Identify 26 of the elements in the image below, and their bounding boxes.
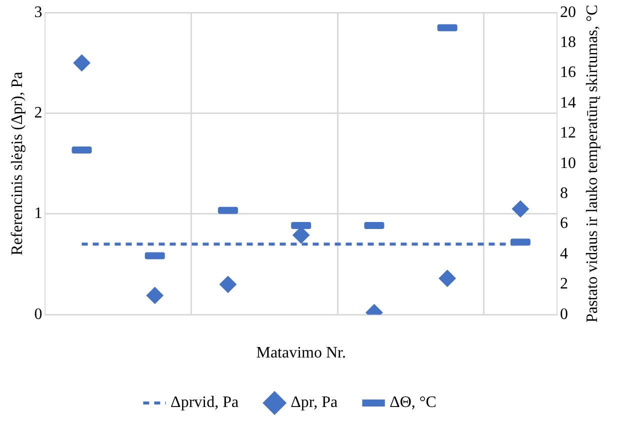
y2-tick-label: 0 <box>560 306 568 323</box>
legend-label: Δpr, Pa <box>290 394 338 412</box>
legend-label: ΔΘ, °C <box>390 394 436 412</box>
y-tick-label: 2 <box>34 104 42 122</box>
y2-tick-label: 6 <box>560 215 568 232</box>
point <box>512 200 529 218</box>
y2-tick-label: 12 <box>560 124 576 142</box>
y-tick-label: 1 <box>34 205 42 222</box>
y2-tick-label: 14 <box>560 94 576 112</box>
point <box>73 54 90 72</box>
y2-tick-label: 20 <box>560 4 576 21</box>
y2-tick-label: 2 <box>560 276 568 293</box>
y-axis-title: Referencinis slėgis (Δpr), Pa <box>8 72 26 256</box>
x-axis-title: Matavimo Nr. <box>256 344 346 362</box>
y2-tick-label: 4 <box>560 245 568 262</box>
y2-tick-label: 8 <box>560 185 568 202</box>
point <box>219 276 236 293</box>
y-tick-label: 3 <box>34 4 42 21</box>
point <box>438 270 456 287</box>
point <box>146 286 164 304</box>
y2-axis-title: Pastato vidaus ir lauko temperatūrų skirtumas, °C <box>584 4 602 323</box>
y2-tick-label: 16 <box>560 64 576 82</box>
y2-tick-label: 18 <box>560 34 576 52</box>
y2-tick-label: 10 <box>560 154 576 172</box>
y-tick-label: 0 <box>34 306 42 323</box>
legend-label: Δprvid, Pa <box>170 394 239 412</box>
